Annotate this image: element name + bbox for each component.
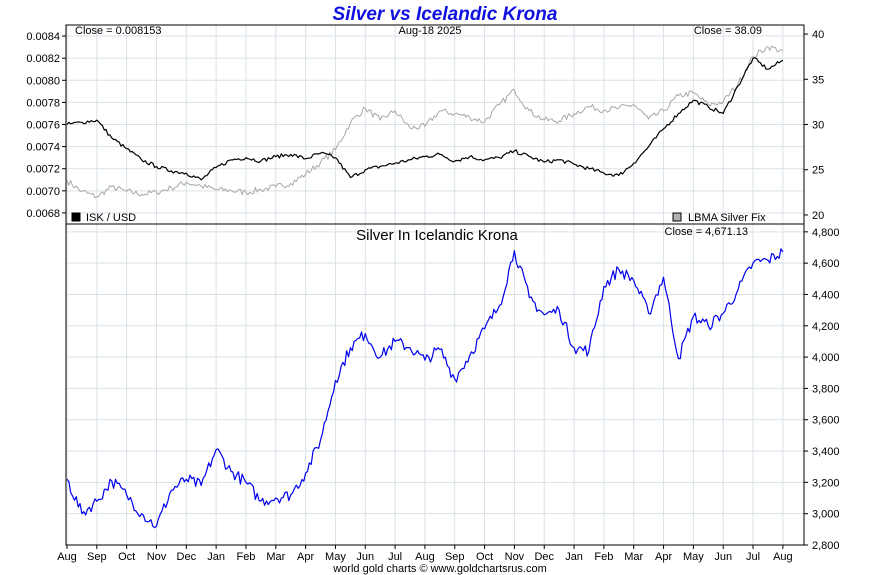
x-tick-label: Feb — [236, 551, 255, 563]
credit-label: world gold charts © www.goldchartsrus.co… — [332, 563, 547, 575]
x-tick-label: Dec — [534, 551, 554, 563]
bottom-right-tick-label: 4,400 — [812, 289, 840, 301]
bottom-close-label: Close = 4,671.13 — [665, 226, 748, 238]
bottom-right-axis: 2,800 3,000 3,200 3,400 3,600 3,800 4,000 4,200… — [804, 227, 840, 552]
top-left-tick-label: 0.0076 — [26, 120, 60, 132]
x-tick-label: Dec — [177, 551, 197, 563]
bottom-panel-title: Silver In Icelandic Krona — [356, 227, 518, 244]
top-left-close-label: Close = 0.008153 — [75, 25, 162, 37]
bottom-right-tick-label: 4,600 — [812, 258, 840, 270]
x-tick-label: Feb — [594, 551, 613, 563]
top-date-label: Aug-18 2025 — [399, 25, 462, 37]
top-right-close-label: Close = 38.09 — [694, 25, 762, 37]
x-tick-label: Aug — [415, 551, 435, 563]
legend-silver-label: LBMA Silver Fix — [688, 212, 766, 224]
top-right-tick-label: 30 — [812, 120, 824, 132]
top-left-tick-label: 0.0074 — [26, 142, 60, 154]
bottom-right-tick-label: 3,200 — [812, 477, 840, 489]
x-tick-label: Apr — [655, 551, 672, 563]
x-tick-label: Nov — [147, 551, 167, 563]
top-left-tick-label: 0.0070 — [26, 186, 60, 198]
bottom-right-tick-label: 4,200 — [812, 321, 840, 333]
bottom-right-tick-label: 3,800 — [812, 383, 840, 395]
legend-silver-swatch — [672, 212, 682, 222]
isk-usd-line — [66, 57, 784, 181]
x-tick-label: Oct — [476, 551, 493, 563]
x-tick-label: Mar — [266, 551, 285, 563]
bottom-right-tick-label: 3,600 — [812, 415, 840, 427]
top-right-tick-label: 40 — [812, 29, 824, 41]
top-left-tick-label: 0.0078 — [26, 97, 60, 109]
bottom-panel-frame — [65, 223, 805, 546]
x-tick-label: Jan — [207, 551, 225, 563]
bottom-right-tick-label: 4,000 — [812, 352, 840, 364]
top-right-tick-label: 35 — [812, 74, 824, 86]
top-left-tick-label: 0.0068 — [26, 208, 60, 220]
x-tick-label: Jun — [714, 551, 732, 563]
top-panel-grid — [66, 25, 804, 224]
x-tick-label: Aug — [773, 551, 793, 563]
x-tick-label: Oct — [118, 551, 135, 563]
bottom-right-tick-label: 3,000 — [812, 509, 840, 521]
x-tick-label: May — [683, 551, 704, 563]
bottom-panel-series — [66, 248, 784, 529]
top-left-axis: 0.0068 0.0070 0.0072 0.0074 0.0076 0.0078 0.00… — [26, 31, 66, 220]
silver-fix-line — [66, 45, 784, 199]
top-left-tick-label: 0.0082 — [26, 53, 60, 65]
bottom-right-tick-label: 4,800 — [812, 227, 840, 239]
x-tick-label: Aug — [57, 551, 77, 563]
x-axis: Aug Sep Oct Nov Dec Jan Feb Mar Apr May Jun Jul Aug S… — [57, 545, 793, 563]
top-left-tick-label: 0.0084 — [26, 31, 60, 43]
top-right-tick-label: 20 — [812, 210, 824, 222]
bottom-panel-grid — [66, 224, 804, 546]
bottom-right-tick-label: 2,800 — [812, 540, 840, 552]
x-tick-label: Nov — [505, 551, 525, 563]
x-tick-label: Apr — [297, 551, 314, 563]
top-panel-series — [66, 45, 784, 199]
x-tick-label: Mar — [624, 551, 643, 563]
top-right-axis: 20 25 30 35 40 — [804, 29, 824, 222]
x-tick-label: Jan — [565, 551, 583, 563]
x-tick-label: Jul — [388, 551, 402, 563]
top-left-tick-label: 0.0080 — [26, 75, 60, 87]
x-tick-label: May — [325, 551, 346, 563]
legend-isk-label: ISK / USD — [86, 212, 136, 224]
top-left-tick-label: 0.0072 — [26, 164, 60, 176]
x-tick-label: Jul — [746, 551, 760, 563]
chart-title: Silver vs Icelandic Krona — [333, 4, 558, 25]
x-tick-label: Jun — [356, 551, 374, 563]
legend-isk-swatch — [71, 212, 81, 222]
silver-in-krona-line — [66, 248, 784, 529]
x-tick-label: Sep — [87, 551, 107, 563]
x-tick-label: Sep — [445, 551, 465, 563]
top-right-tick-label: 25 — [812, 165, 824, 177]
bottom-right-tick-label: 3,400 — [812, 446, 840, 458]
